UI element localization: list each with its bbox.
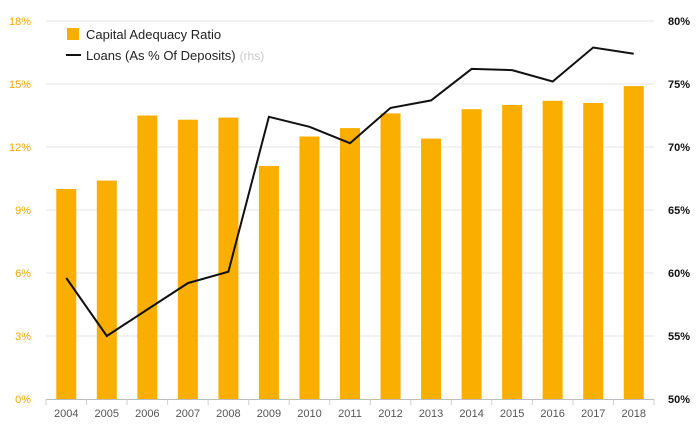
- y-left-tick-label: 15%: [9, 79, 31, 91]
- bar: [299, 136, 320, 399]
- bar: [218, 117, 239, 399]
- y-left-tick-label: 12%: [9, 142, 31, 154]
- bar: [56, 189, 77, 399]
- x-tick-label: 2017: [581, 408, 605, 420]
- y-right-tick-label: 75%: [668, 79, 690, 91]
- y-left-tick-label: 9%: [15, 205, 31, 217]
- x-tick-label: 2011: [338, 408, 362, 420]
- x-tick-label: 2006: [135, 408, 159, 420]
- y-right-tick-label: 80%: [668, 16, 690, 28]
- bar: [177, 119, 198, 399]
- x-tick-label: 2013: [419, 408, 443, 420]
- y-left-tick-label: 0%: [15, 394, 31, 406]
- x-tick-label: 2010: [297, 408, 321, 420]
- bar: [583, 102, 604, 400]
- y-right-tick-label: 50%: [668, 394, 690, 406]
- bar: [340, 128, 360, 399]
- x-tick-label: 2009: [257, 408, 281, 420]
- bar: [137, 115, 158, 399]
- bar: [623, 86, 644, 399]
- y-left-tick-label: 3%: [15, 331, 31, 343]
- legend-swatch-bar: [67, 28, 79, 40]
- x-tick-label: 2012: [378, 408, 402, 420]
- y-left-tick-label: 6%: [15, 268, 31, 280]
- x-tick-label: 2007: [176, 408, 200, 420]
- bar: [421, 138, 442, 399]
- legend: Capital Adequacy Ratio Loans (As % Of De…: [66, 27, 264, 63]
- legend-label-line: Loans (As % Of Deposits) (rhs): [86, 48, 264, 63]
- x-tick-label: 2008: [216, 408, 240, 420]
- x-tick-label: 2018: [621, 408, 645, 420]
- bar: [461, 109, 482, 399]
- x-tick-label: 2014: [459, 408, 483, 420]
- legend-label-line-suffix: (rhs): [240, 49, 265, 63]
- x-tick-label: 2015: [500, 408, 524, 420]
- legend-label-line-main: Loans (As % Of Deposits): [86, 48, 236, 63]
- axes: 0% 3% 6% 9% 12% 15% 18% 50% 55% 60% 65% 70% 75% 80% 20…: [9, 16, 690, 420]
- legend-label-bar: Capital Adequacy Ratio: [86, 27, 221, 42]
- y-right-tick-label: 60%: [668, 268, 690, 280]
- y-right-tick-label: 70%: [668, 142, 690, 154]
- bar: [380, 113, 401, 400]
- bar: [258, 165, 279, 399]
- series-line: [65, 46, 634, 338]
- line-series: [65, 46, 634, 338]
- y-right-tick-label: 55%: [668, 331, 690, 343]
- x-tick-label: 2016: [540, 408, 564, 420]
- bar: [96, 180, 117, 399]
- bar: [502, 105, 523, 399]
- y-right-tick-label: 65%: [668, 205, 690, 217]
- bar-series: [56, 86, 644, 400]
- x-tick-label: 2004: [54, 408, 78, 420]
- x-tick-label: 2005: [95, 408, 119, 420]
- bar: [542, 100, 563, 400]
- y-left-tick-label: 18%: [9, 16, 31, 28]
